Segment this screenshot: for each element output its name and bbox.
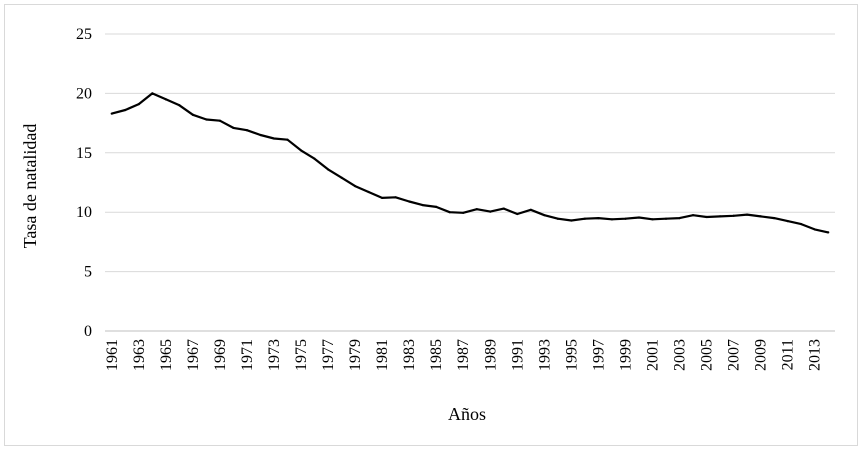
data-point <box>313 157 316 160</box>
data-point <box>691 214 695 217</box>
x-tick-label: 1983 <box>401 339 418 371</box>
data-point <box>597 217 600 220</box>
data-point <box>178 104 181 107</box>
x-tick-label: 1989 <box>482 339 499 371</box>
data-point <box>813 228 816 231</box>
y-tick-label: 5 <box>84 264 92 281</box>
x-tick-label: 2001 <box>645 339 662 371</box>
data-point <box>732 214 735 217</box>
data-point <box>489 210 492 213</box>
y-axis-ticks: 0 5 10 15 20 25 <box>76 26 92 340</box>
data-point <box>259 133 262 137</box>
data-point <box>624 217 627 220</box>
x-tick-label: 2003 <box>672 339 689 371</box>
x-tick-label: 1995 <box>563 339 580 371</box>
data-point <box>773 217 776 220</box>
data-point <box>502 207 505 210</box>
x-tick-label: 1999 <box>617 339 634 371</box>
series-group <box>110 92 830 234</box>
series-line <box>111 92 829 234</box>
data-point <box>421 203 424 207</box>
data-point <box>651 218 654 221</box>
y-tick-label: 20 <box>76 85 92 102</box>
data-point <box>462 211 465 214</box>
x-tick-label: 1979 <box>347 339 364 371</box>
data-point <box>448 211 451 214</box>
x-tick-label: 1991 <box>509 339 526 371</box>
data-point <box>326 168 330 171</box>
data-point <box>435 205 438 208</box>
x-tick-label: 1971 <box>239 339 256 371</box>
x-tick-label: 2007 <box>726 339 743 371</box>
x-tick-label: 2011 <box>780 339 797 370</box>
data-point <box>556 217 559 220</box>
data-point <box>394 196 397 199</box>
data-point <box>570 219 573 222</box>
y-tick-label: 0 <box>84 323 92 340</box>
x-axis-title: Años <box>448 404 486 424</box>
data-point <box>543 214 546 217</box>
x-tick-label: 1993 <box>536 339 553 371</box>
data-point <box>718 215 722 218</box>
data-point <box>340 176 343 179</box>
y-tick-label: 10 <box>76 204 92 221</box>
x-tick-label: 1961 <box>104 339 121 371</box>
data-point <box>110 112 113 115</box>
data-point <box>191 113 194 116</box>
data-point <box>705 215 708 219</box>
x-tick-label: 2005 <box>699 339 716 371</box>
data-point <box>381 196 384 200</box>
x-tick-label: 1987 <box>455 339 472 371</box>
y-tick-label: 15 <box>76 145 92 162</box>
data-point <box>678 217 681 220</box>
data-point <box>529 208 532 211</box>
x-tick-label: 1981 <box>374 339 391 371</box>
data-point <box>637 216 641 219</box>
y-axis-title: Tasa de natalidad <box>20 124 40 249</box>
chart-frame: 0 5 10 15 20 25 1961 1963 1965 1967 1969 1971 1973 1… <box>4 4 858 446</box>
x-axis-ticks: 1961 1963 1965 1967 1969 1971 1973 1975 1977 1979… <box>104 339 824 371</box>
data-point <box>124 108 127 112</box>
data-point <box>272 137 276 140</box>
data-point <box>664 217 668 220</box>
data-point <box>516 212 519 216</box>
data-point <box>475 208 478 211</box>
x-tick-label: 1977 <box>320 339 337 371</box>
x-tick-label: 2009 <box>753 339 770 371</box>
x-tick-label: 1985 <box>428 339 445 371</box>
data-point <box>299 149 303 152</box>
data-point <box>151 92 154 95</box>
x-tick-label: 1967 <box>185 339 202 371</box>
data-point <box>610 218 614 221</box>
data-point <box>245 129 249 132</box>
data-point <box>164 98 167 101</box>
y-tick-label: 25 <box>76 26 92 43</box>
data-point <box>827 231 830 234</box>
x-tick-label: 1965 <box>158 339 175 371</box>
data-point <box>218 119 222 122</box>
data-point <box>800 222 803 226</box>
data-point <box>786 220 789 223</box>
data-point <box>286 138 289 141</box>
data-point <box>232 126 235 129</box>
x-tick-label: 2013 <box>807 339 824 371</box>
data-point <box>408 200 411 203</box>
x-tick-label: 1997 <box>590 339 607 371</box>
data-point <box>746 213 749 216</box>
data-point <box>353 184 357 188</box>
data-point <box>137 102 140 106</box>
data-point <box>583 217 587 220</box>
x-tick-label: 1963 <box>131 339 148 371</box>
data-point <box>759 215 762 218</box>
x-tick-label: 1973 <box>266 339 283 371</box>
x-tick-label: 1969 <box>212 339 229 371</box>
data-point <box>205 118 208 121</box>
gridlines <box>105 33 835 332</box>
x-tick-label: 1975 <box>293 339 310 371</box>
data-point <box>367 190 370 194</box>
